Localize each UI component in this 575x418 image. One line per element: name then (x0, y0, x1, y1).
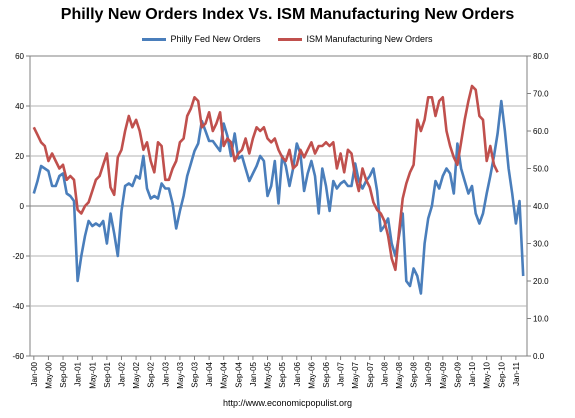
x-tick-label-17: Sep-05 (278, 361, 287, 387)
y-left-tick-label-5: 40 (15, 102, 24, 111)
y-right-tick-label-1: 10.0 (533, 315, 549, 324)
x-tick-label-30: Jan-10 (468, 361, 477, 386)
y-left-tick-label-2: -20 (12, 252, 24, 261)
x-tick-label-6: Jan-02 (117, 361, 126, 386)
y-left-tick-label-1: -40 (12, 302, 24, 311)
legend-label-philly: Philly Fed New Orders (170, 34, 261, 44)
x-tick-label-29: Sep-09 (453, 361, 462, 387)
x-tick-label-23: Sep-07 (366, 361, 375, 387)
x-tick-label-20: Sep-06 (322, 361, 331, 387)
x-tick-label-32: Sep-10 (497, 361, 506, 387)
x-tick-label-33: Jan-11 (512, 361, 521, 385)
x-tick-label-5: Sep-01 (103, 361, 112, 387)
x-tick-label-19: May-06 (307, 361, 316, 388)
y-left-tick-label-3: 0 (20, 202, 25, 211)
y-right-tick-label-7: 70.0 (533, 90, 549, 99)
x-tick-label-9: Jan-03 (161, 361, 170, 386)
chart-legend: Philly Fed New Orders ISM Manufacturing … (0, 34, 575, 44)
x-tick-label-2: Sep-00 (59, 361, 68, 387)
series-line-ism-manufacturing-new-orders (32, 84, 499, 272)
x-tick-label-31: May-10 (483, 361, 492, 388)
x-tick-label-8: Sep-02 (147, 361, 156, 387)
legend-label-ism: ISM Manufacturing New Orders (306, 34, 433, 44)
x-tick-label-12: Jan-04 (205, 361, 214, 386)
y-right-tick-label-6: 60.0 (533, 127, 549, 136)
x-tick-label-18: Jan-06 (293, 361, 302, 386)
y-right-tick-label-0: 0.0 (533, 352, 545, 361)
x-tick-label-10: May-03 (176, 361, 185, 388)
x-tick-label-22: May-07 (351, 361, 360, 388)
x-tick-label-11: Sep-03 (191, 361, 200, 387)
x-tick-label-7: May-02 (132, 361, 141, 388)
y-right-tick-label-2: 20.0 (533, 277, 549, 286)
x-tick-label-15: Jan-05 (249, 361, 258, 386)
x-tick-label-3: Jan-01 (74, 361, 83, 386)
y-left-tick-label-6: 60 (15, 52, 24, 61)
x-tick-label-4: May-01 (88, 361, 97, 388)
x-tick-label-13: May-04 (220, 361, 229, 388)
y-right-tick-label-3: 30.0 (533, 240, 549, 249)
legend-item-philly: Philly Fed New Orders (142, 34, 260, 44)
x-tick-label-14: Sep-04 (234, 361, 243, 387)
legend-swatch-philly (142, 37, 167, 41)
series-line-philly-fed-new-orders (32, 99, 525, 295)
y-left-tick-label-4: 20 (15, 152, 24, 161)
legend-item-ism: ISM Manufacturing New Orders (278, 34, 433, 44)
x-tick-label-0: Jan-00 (30, 361, 39, 386)
x-tick-label-24: Jan-08 (380, 361, 389, 386)
x-tick-label-16: May-05 (264, 361, 273, 388)
x-tick-label-1: May-00 (44, 361, 53, 388)
y-right-tick-label-4: 40.0 (533, 202, 549, 211)
y-left-tick-label-0: -60 (12, 352, 24, 361)
y-right-tick-label-8: 80.0 (533, 52, 549, 61)
chart-title: Philly New Orders Index Vs. ISM Manufact… (60, 6, 515, 23)
x-tick-label-28: May-09 (439, 361, 448, 388)
legend-swatch-ism (278, 37, 303, 41)
source-url: http://www.economicpopulist.org (222, 398, 353, 408)
y-right-tick-label-5: 50.0 (533, 165, 549, 174)
x-tick-label-21: Jan-07 (337, 361, 346, 386)
x-tick-label-27: Jan-09 (424, 361, 433, 386)
x-tick-label-25: May-08 (395, 361, 404, 388)
x-tick-label-26: Sep-08 (410, 361, 419, 387)
